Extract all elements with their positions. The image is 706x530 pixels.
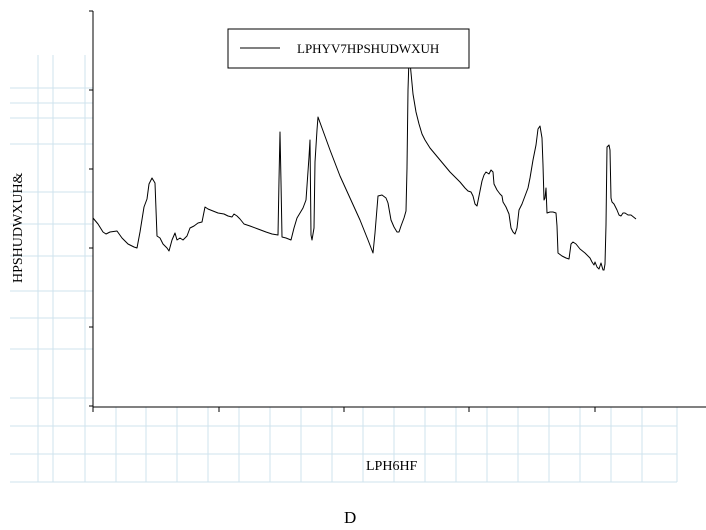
y-axis-label-suffix: & xyxy=(11,172,26,183)
legend: LPHYV7HPSHUDWXUH xyxy=(227,28,470,69)
series-line xyxy=(92,57,637,271)
axes xyxy=(89,10,706,412)
y-axis-label: HPSHUDWXUH& xyxy=(11,172,26,283)
y-axis-label-text: HPSHUDWXUH xyxy=(11,183,26,283)
x-axis-label: LPH6HF xyxy=(366,459,418,474)
figure-caption: D xyxy=(344,508,356,527)
background-grid xyxy=(10,55,678,483)
y-axis-label-group: HPSHUDWXUH& xyxy=(11,172,26,283)
legend-entry-label: LPHYV7HPSHUDWXUH xyxy=(297,41,439,56)
series-layer xyxy=(92,57,637,271)
